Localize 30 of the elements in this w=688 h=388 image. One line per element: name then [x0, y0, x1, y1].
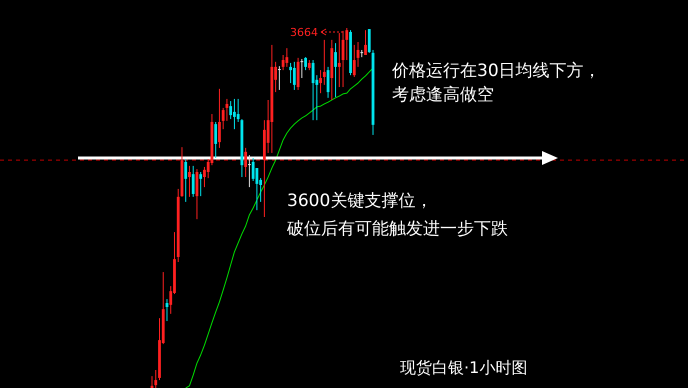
candlestick [192, 165, 195, 198]
candlestick [252, 157, 255, 182]
text: 考虑逢高做空 [392, 85, 494, 105]
annotation: 3600关键支撑位， [287, 191, 432, 211]
candlestick [214, 121, 218, 158]
candlestick [199, 172, 202, 197]
candlestick [248, 154, 251, 188]
candlestick [338, 32, 341, 88]
candlestick [166, 298, 168, 322]
candlestick [278, 66, 281, 90]
candlestick [285, 48, 288, 68]
candlestick [364, 30, 367, 56]
candlestick [226, 98, 228, 122]
candlestick [233, 98, 236, 130]
annotation: 破位后有可能触发进一步下跌 [286, 219, 508, 239]
candlestick [289, 62, 292, 84]
text: 价格运行在30日均线下方， [391, 61, 601, 81]
candlestick [218, 88, 221, 148]
candlestick [312, 60, 314, 121]
candlestick [304, 56, 307, 71]
candlestick [319, 70, 322, 94]
candlestick [345, 28, 348, 61]
candlestick [342, 30, 344, 88]
candlestick [282, 54, 285, 71]
candlestick [326, 66, 330, 98]
candlestick [334, 42, 337, 98]
text: 现货白银·1小时图 [400, 358, 528, 377]
candlestick [300, 58, 304, 79]
candlestick [188, 165, 191, 198]
annotation: 3664 [290, 26, 318, 39]
